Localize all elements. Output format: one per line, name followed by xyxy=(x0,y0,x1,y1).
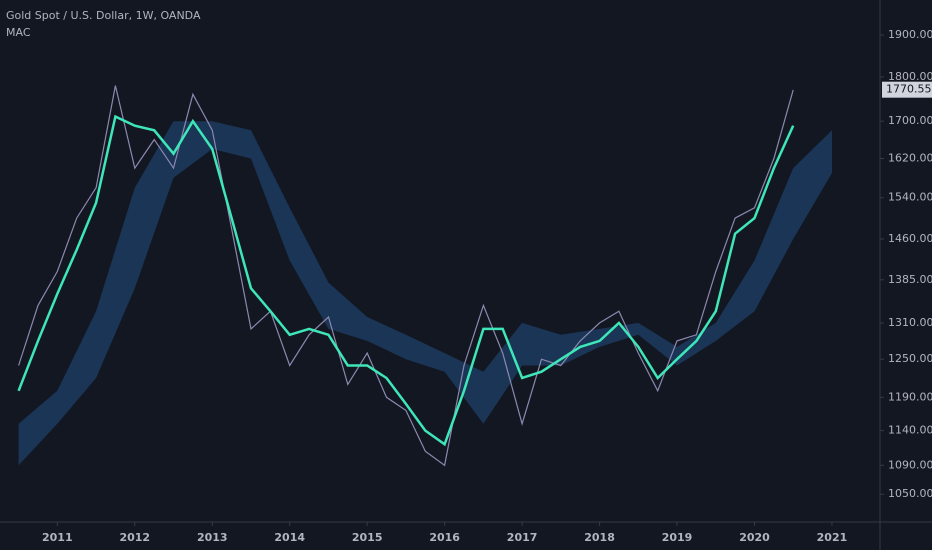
y-tick-label: 1900.000 xyxy=(888,28,932,41)
x-tick-label: 2014 xyxy=(274,531,305,544)
x-tick-label: 2020 xyxy=(739,531,770,544)
y-tick-label: 1460.000 xyxy=(888,232,932,245)
last-price-label: 1770.559 xyxy=(886,83,932,96)
x-tick-label: 2015 xyxy=(352,531,383,544)
x-tick-label: 2012 xyxy=(119,531,150,544)
x-tick-label: 2016 xyxy=(429,531,460,544)
x-tick-label: 2011 xyxy=(42,531,73,544)
y-tick-label: 1190.000 xyxy=(888,390,932,403)
series-line xyxy=(17,114,795,447)
x-tick-label: 2019 xyxy=(662,531,693,544)
y-tick-label: 1090.000 xyxy=(888,458,932,471)
y-tick-label: 1250.000 xyxy=(888,352,932,365)
y-tick-label: 1050.000 xyxy=(888,487,932,500)
x-tick-label: 2013 xyxy=(197,531,228,544)
y-tick-label: 1540.000 xyxy=(888,191,932,204)
y-tick-label: 1800.000 xyxy=(888,70,932,83)
y-tick-label: 1620.000 xyxy=(888,151,932,164)
y-tick-label: 1140.000 xyxy=(888,424,932,437)
y-tick-label: 1700.000 xyxy=(888,114,932,127)
indicator-name: MAC xyxy=(6,26,31,39)
x-tick-label: 2017 xyxy=(507,531,538,544)
y-tick-label: 1385.000 xyxy=(888,273,932,286)
series-line xyxy=(18,85,794,467)
last-price-box xyxy=(882,81,932,98)
chart-title: Gold Spot / U.S. Dollar, 1W, OANDA xyxy=(6,9,201,22)
y-tick-label: 1310.000 xyxy=(888,316,932,329)
x-tick-label: 2018 xyxy=(584,531,615,544)
x-tick-label: 2021 xyxy=(817,531,848,544)
